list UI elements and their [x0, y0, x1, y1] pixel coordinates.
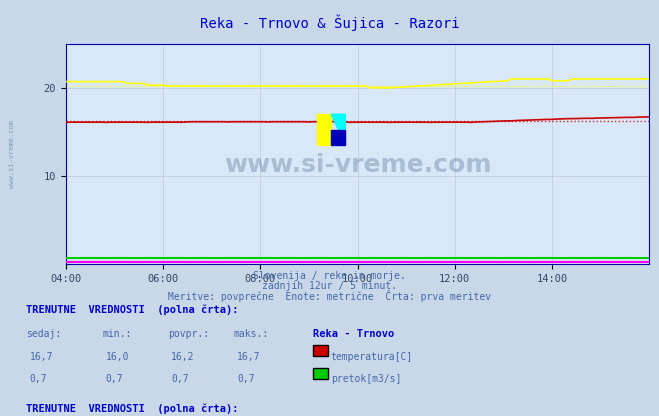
Text: 16,7: 16,7: [237, 352, 261, 362]
Text: maks.:: maks.:: [234, 329, 269, 339]
Text: 0,7: 0,7: [105, 374, 123, 384]
Text: www.si-vreme.com: www.si-vreme.com: [224, 153, 491, 177]
Text: 16,2: 16,2: [171, 352, 195, 362]
Text: Slovenija / reke in morje.: Slovenija / reke in morje.: [253, 271, 406, 281]
Text: 0,7: 0,7: [30, 374, 47, 384]
Text: TRENUTNE  VREDNOSTI  (polna črta):: TRENUTNE VREDNOSTI (polna črta):: [26, 404, 239, 414]
Text: 16,7: 16,7: [30, 352, 53, 362]
Text: Meritve: povprečne  Enote: metrične  Črta: prva meritev: Meritve: povprečne Enote: metrične Črta:…: [168, 290, 491, 302]
Polygon shape: [331, 114, 345, 145]
Text: sedaj:: sedaj:: [26, 329, 61, 339]
Text: 16,0: 16,0: [105, 352, 129, 362]
Text: TRENUTNE  VREDNOSTI  (polna črta):: TRENUTNE VREDNOSTI (polna črta):: [26, 305, 239, 315]
Bar: [331, 130, 345, 145]
Text: 0,7: 0,7: [237, 374, 255, 384]
Text: 0,7: 0,7: [171, 374, 189, 384]
Text: Reka - Trnovo & Šujica - Razori: Reka - Trnovo & Šujica - Razori: [200, 15, 459, 31]
Text: min.:: min.:: [102, 329, 132, 339]
Text: Reka - Trnovo: Reka - Trnovo: [313, 329, 394, 339]
Text: www.si-vreme.com: www.si-vreme.com: [9, 120, 15, 188]
Bar: [317, 114, 331, 145]
Text: temperatura[C]: temperatura[C]: [331, 352, 413, 362]
Text: pretok[m3/s]: pretok[m3/s]: [331, 374, 401, 384]
Text: zadnjih 12ur / 5 minut.: zadnjih 12ur / 5 minut.: [262, 281, 397, 291]
Text: povpr.:: povpr.:: [168, 329, 209, 339]
